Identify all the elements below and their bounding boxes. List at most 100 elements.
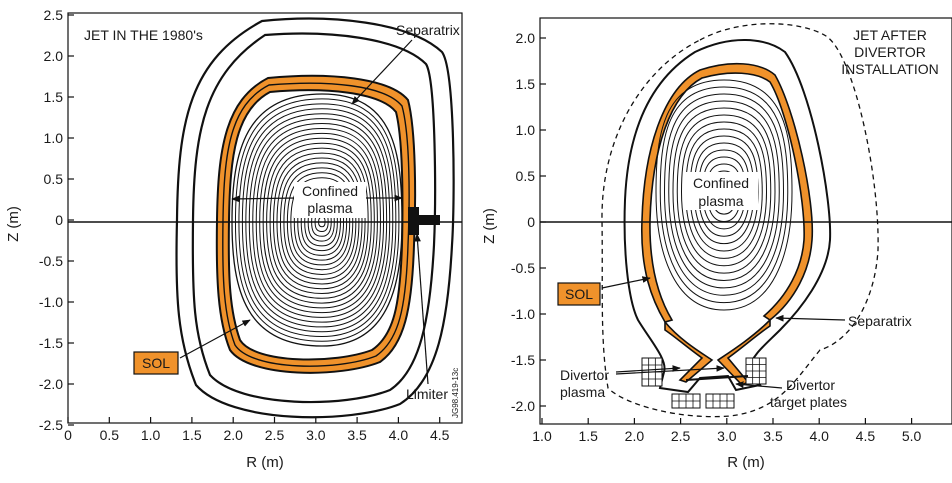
right-vessel-dashed: [601, 23, 879, 418]
right-flux-surface: [680, 121, 768, 267]
right-target-plate-line: [685, 375, 749, 381]
right-flux-surface: [659, 86, 789, 304]
left-y-tick-label: 1.0: [44, 130, 64, 146]
right-divertor-plasma-label-1: Divertor: [560, 367, 609, 383]
right-divertor-plasma-arrow-1: [615, 365, 681, 373]
left-limiter-block: [408, 207, 419, 235]
left-flux-surface: [231, 93, 403, 347]
left-x-tick-label: 1.0: [141, 427, 161, 443]
left-limiter-arrow: [414, 233, 429, 385]
left-flux-surface: [255, 127, 381, 314]
left-y-tick-label: 2.5: [44, 7, 64, 23]
right-flux-surface: [693, 142, 755, 245]
left-y-axis-label: Z (m): [5, 206, 22, 242]
right-divertor-plasma-label-2: plasma: [560, 384, 605, 400]
right-flux-surface: [672, 107, 776, 282]
left-x-tick-label: 2.5: [265, 427, 285, 443]
right-x-tick-label: 2.5: [671, 428, 691, 444]
right-y-tick-label: -0.5: [511, 260, 535, 276]
left-separatrix-arrow: [351, 39, 413, 105]
right-flux-surface: [655, 79, 793, 311]
left-confined-arrow-left: [231, 195, 297, 203]
left-limiter-arm: [418, 215, 440, 225]
right-y-tick-label: -2.0: [511, 398, 535, 414]
right-y-ticks: 2.0 1.5 1.0 0.5 0 -0.5 -1.0 -1.5 -2.0: [511, 30, 546, 414]
right-y-axis-label: Z (m): [481, 208, 498, 244]
left-y-tick-label: 2.0: [44, 48, 64, 64]
left-x-tick-label: 0: [64, 427, 72, 443]
left-y-tick-label: -1.0: [39, 294, 63, 310]
left-plot-frame: [67, 12, 463, 424]
right-divertor-target-label-2: target plates: [770, 394, 847, 410]
right-flux-surface: [676, 114, 772, 274]
left-sol-inner-line: [222, 82, 410, 367]
right-flux-surface: [697, 149, 751, 237]
right-first-wall: [623, 39, 832, 394]
right-plot-frame: [539, 17, 952, 425]
left-flux-surface: [245, 113, 391, 328]
left-y-ticks: 2.5 2.0 1.5 1.0 0.5 0 -0.5 -1.0 -1.5 -2.0 -2.5: [39, 7, 74, 433]
left-limiter-label: Limiter: [406, 386, 448, 402]
right-sol-arrow: [601, 276, 651, 289]
left-flux-surface: [241, 108, 394, 333]
left-flux-surface: [248, 118, 388, 323]
left-plasma-label: plasma: [307, 200, 352, 216]
left-flux-surface: [262, 137, 375, 304]
left-y-tick-label: -2.5: [39, 417, 63, 433]
right-flux-surface: [668, 100, 780, 289]
right-plasma-label: plasma: [698, 193, 743, 209]
right-y-tick-label: -1.5: [511, 352, 535, 368]
left-x-tick-label: 4.0: [389, 427, 409, 443]
right-title-line-1: JET AFTER: [853, 27, 927, 43]
right-confined-label-bg: [684, 172, 758, 210]
right-divertor-coils: [641, 357, 767, 409]
left-y-tick-label: 0.5: [44, 171, 64, 187]
left-outer-flux-surface-2: [191, 32, 437, 404]
right-x-tick-label: 3.0: [717, 428, 737, 444]
left-x-tick-label: 2.0: [223, 427, 243, 443]
left-x-tick-label: 0.5: [100, 427, 120, 443]
left-y-tick-label: -0.5: [39, 253, 63, 269]
left-x-tick-label: 4.5: [430, 427, 450, 443]
right-y-tick-label: 1.5: [516, 76, 536, 92]
left-confined-label-bg: [294, 182, 366, 218]
left-x-tick-label: 3.0: [306, 427, 326, 443]
left-sol-band: [215, 74, 417, 374]
right-x-tick-label: 5.0: [902, 428, 922, 444]
right-sol-band-top: [640, 62, 814, 323]
right-confined-label: Confined: [693, 175, 749, 191]
left-flux-surface: [266, 142, 372, 299]
left-x-axis-label: R (m): [246, 454, 284, 471]
right-x-tick-label: 2.0: [625, 428, 645, 444]
right-flux-surface: [663, 93, 785, 296]
left-confined-flux-surfaces: [231, 93, 403, 347]
left-x-tick-label: 3.5: [347, 427, 367, 443]
right-divertor-plasma-arrow-2: [615, 365, 725, 375]
left-outer-flux-surface-1: [175, 17, 455, 419]
left-y-tick-label: -1.5: [39, 335, 63, 351]
left-sol-arrow: [179, 319, 251, 359]
left-flux-surface: [318, 216, 326, 228]
left-figure-code: JG98.419-13c: [451, 368, 460, 418]
right-x-axis-label: R (m): [727, 454, 765, 471]
right-x-tick-label: 3.5: [763, 428, 783, 444]
right-sol-label-box: [557, 282, 601, 306]
left-x-ticks: 0 0.5 1.0 1.5 2.0 2.5 3.0 3.5 4.0 4.5: [64, 417, 450, 443]
left-y-tick-label: -2.0: [39, 376, 63, 392]
right-x-tick-label: 1.5: [578, 428, 598, 444]
right-flux-surface: [685, 128, 763, 259]
right-title-line-3: INSTALLATION: [841, 61, 939, 77]
right-x-tick-label: 4.5: [856, 428, 876, 444]
left-panel-jet-1980s: 0 0.5 1.0 1.5 2.0 2.5 3.0 3.5 4.0 4.5 2.5 2.0 1.5 1.…: [5, 7, 463, 471]
left-sol-label: SOL: [142, 355, 170, 371]
left-separatrix-label: Separatrix: [396, 22, 460, 38]
left-y-tick-label: 1.5: [44, 89, 64, 105]
right-title-line-2: DIVERTOR: [854, 44, 926, 60]
right-x-tick-label: 1.0: [532, 428, 552, 444]
right-y-tick-label: 0.5: [516, 168, 536, 184]
right-sol-leg-right: [716, 318, 771, 386]
right-confined-flux-surfaces: [655, 79, 793, 311]
right-sol-label: SOL: [565, 286, 593, 302]
